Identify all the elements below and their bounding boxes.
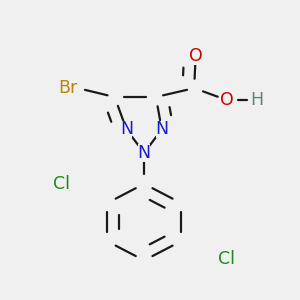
Text: Br: Br — [58, 79, 78, 97]
Bar — [221, 91, 232, 109]
Text: Cl: Cl — [53, 175, 70, 193]
Text: O: O — [189, 47, 202, 65]
Text: H: H — [250, 91, 263, 109]
Bar — [138, 144, 150, 162]
Text: Cl: Cl — [218, 250, 235, 268]
Text: N: N — [137, 144, 151, 162]
Bar — [218, 250, 234, 268]
Text: O: O — [220, 91, 233, 109]
Bar — [54, 175, 70, 193]
Bar — [121, 121, 132, 138]
Bar — [156, 121, 168, 138]
Bar — [62, 79, 78, 97]
Bar — [190, 47, 201, 64]
Text: N: N — [120, 120, 133, 138]
Text: N: N — [155, 120, 168, 138]
